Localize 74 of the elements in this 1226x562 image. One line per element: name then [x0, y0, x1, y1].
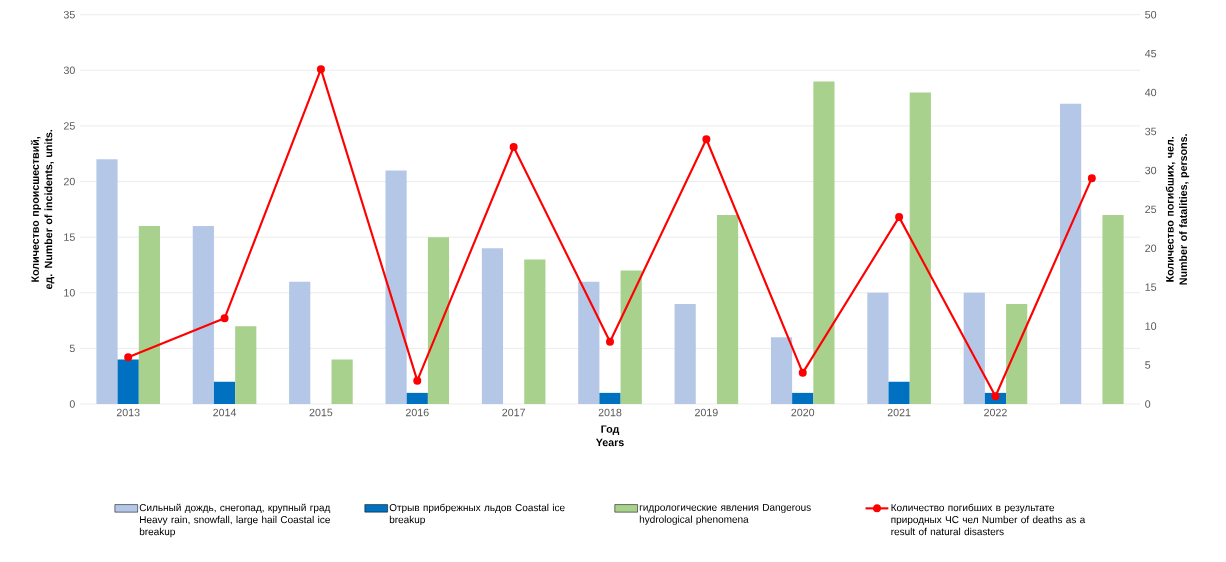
point — [509, 143, 518, 152]
bar — [770, 337, 793, 404]
bar — [813, 81, 835, 404]
bar — [213, 381, 236, 404]
y-tick-label: 0 — [69, 400, 75, 408]
x-tick-label: 2018 — [598, 408, 622, 417]
y-axis-title: Количество происшествий, ед. Number of incidents, units. — [30, 129, 55, 290]
y-tick-label: 30 — [63, 66, 75, 75]
y2-tick-label: 35 — [1145, 127, 1157, 136]
bar — [1060, 103, 1082, 404]
y-tick-label: 15 — [64, 233, 75, 241]
x-tick-label: 2022 — [984, 408, 1007, 417]
bar — [1102, 214, 1124, 404]
x-tick-label: 2021 — [887, 408, 911, 417]
bar — [599, 392, 621, 404]
x-tick-label: 2015 — [309, 408, 333, 417]
x-tick-label: 2014 — [213, 408, 237, 417]
y2-tick-label: 5 — [1145, 361, 1151, 369]
y2-tick-label: 40 — [1144, 88, 1157, 97]
point — [1087, 174, 1096, 183]
bar — [620, 270, 642, 404]
y-tick-label: 35 — [63, 10, 75, 19]
bar — [117, 359, 139, 404]
bar — [138, 226, 160, 404]
bar — [524, 259, 546, 404]
legend-label: гидрологические явления Dangerous hydrological phenomena — [639, 503, 811, 525]
y-tick-label: 20 — [63, 177, 75, 186]
y2-tick-label: 30 — [1145, 166, 1157, 175]
bar — [909, 92, 931, 404]
y2-tick-label: 45 — [1144, 49, 1157, 58]
y2-tick-label: 20 — [1145, 244, 1157, 253]
bar — [481, 248, 504, 404]
bar — [888, 381, 910, 404]
bar — [192, 226, 214, 404]
bar — [716, 214, 739, 404]
y2-tick-label: 25 — [1145, 205, 1157, 214]
bar — [1006, 303, 1028, 404]
x-tick-label: 2019 — [695, 408, 718, 417]
y-tick-label: 5 — [69, 344, 75, 353]
legend-label: Количество погибших в результате природных ЧС чел Number of deaths as a result of natural disasters — [891, 503, 1086, 536]
x-tick-label: 2020 — [791, 408, 815, 417]
x-axis-title: Год Years — [595, 425, 624, 447]
bar — [289, 281, 311, 404]
y2-tick-label: 15 — [1145, 283, 1157, 291]
point — [606, 337, 615, 346]
y2-axis-title: Количество погибших, чел. Number of fatalities, persons. — [1165, 134, 1190, 285]
x-tick-label: 2013 — [116, 408, 140, 417]
bar — [963, 292, 985, 404]
point — [895, 213, 904, 222]
bar — [96, 159, 118, 404]
point — [413, 376, 422, 385]
x-tick-label: 2016 — [405, 408, 429, 417]
point — [124, 353, 133, 362]
y-tick-label: 25 — [63, 122, 75, 130]
point — [798, 368, 807, 377]
point — [220, 314, 229, 323]
bar — [331, 359, 353, 404]
y2-tick-label: 0 — [1145, 400, 1151, 408]
bar — [674, 303, 696, 404]
x-tick-label: 2017 — [502, 408, 525, 417]
bar — [792, 392, 814, 404]
point — [702, 135, 711, 144]
legend-label: Сильный дождь, снегопад, крупный град Heavy rain, snowfall, large hail Coastal ice breakup — [139, 503, 331, 538]
y-tick-label: 10 — [64, 288, 75, 297]
bar — [385, 170, 407, 404]
bar — [578, 281, 600, 404]
bar — [406, 392, 428, 404]
y2-tick-label: 50 — [1145, 10, 1157, 19]
bar — [427, 237, 450, 404]
bar — [867, 292, 889, 404]
point — [316, 65, 325, 74]
y2-tick-label: 10 — [1145, 322, 1157, 330]
bar — [235, 326, 257, 404]
legend-label: Отрыв прибрежных льдов Coastal ice breakup — [389, 503, 565, 526]
